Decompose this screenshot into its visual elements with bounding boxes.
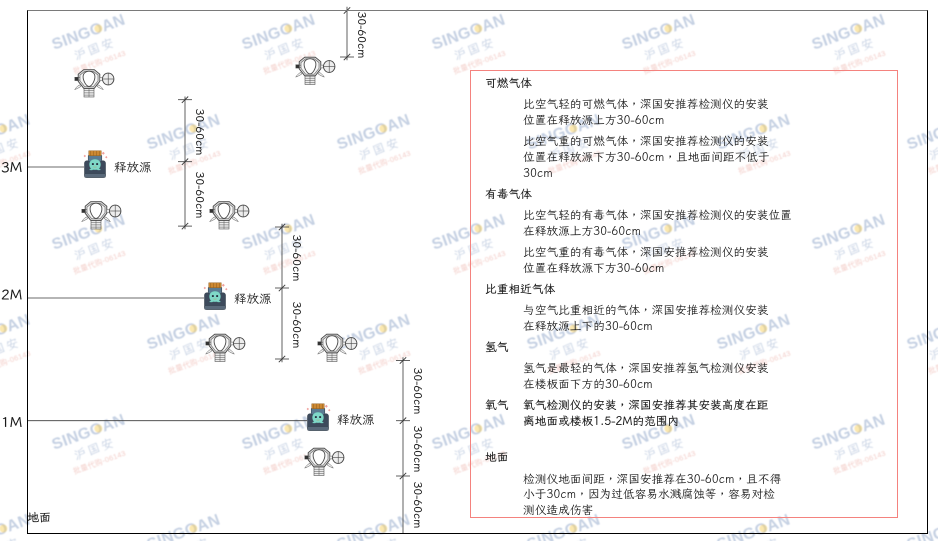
svg-text:1M: 1M: [1, 413, 22, 432]
svg-text:2M: 2M: [1, 286, 22, 305]
svg-text:3M: 3M: [1, 158, 22, 177]
